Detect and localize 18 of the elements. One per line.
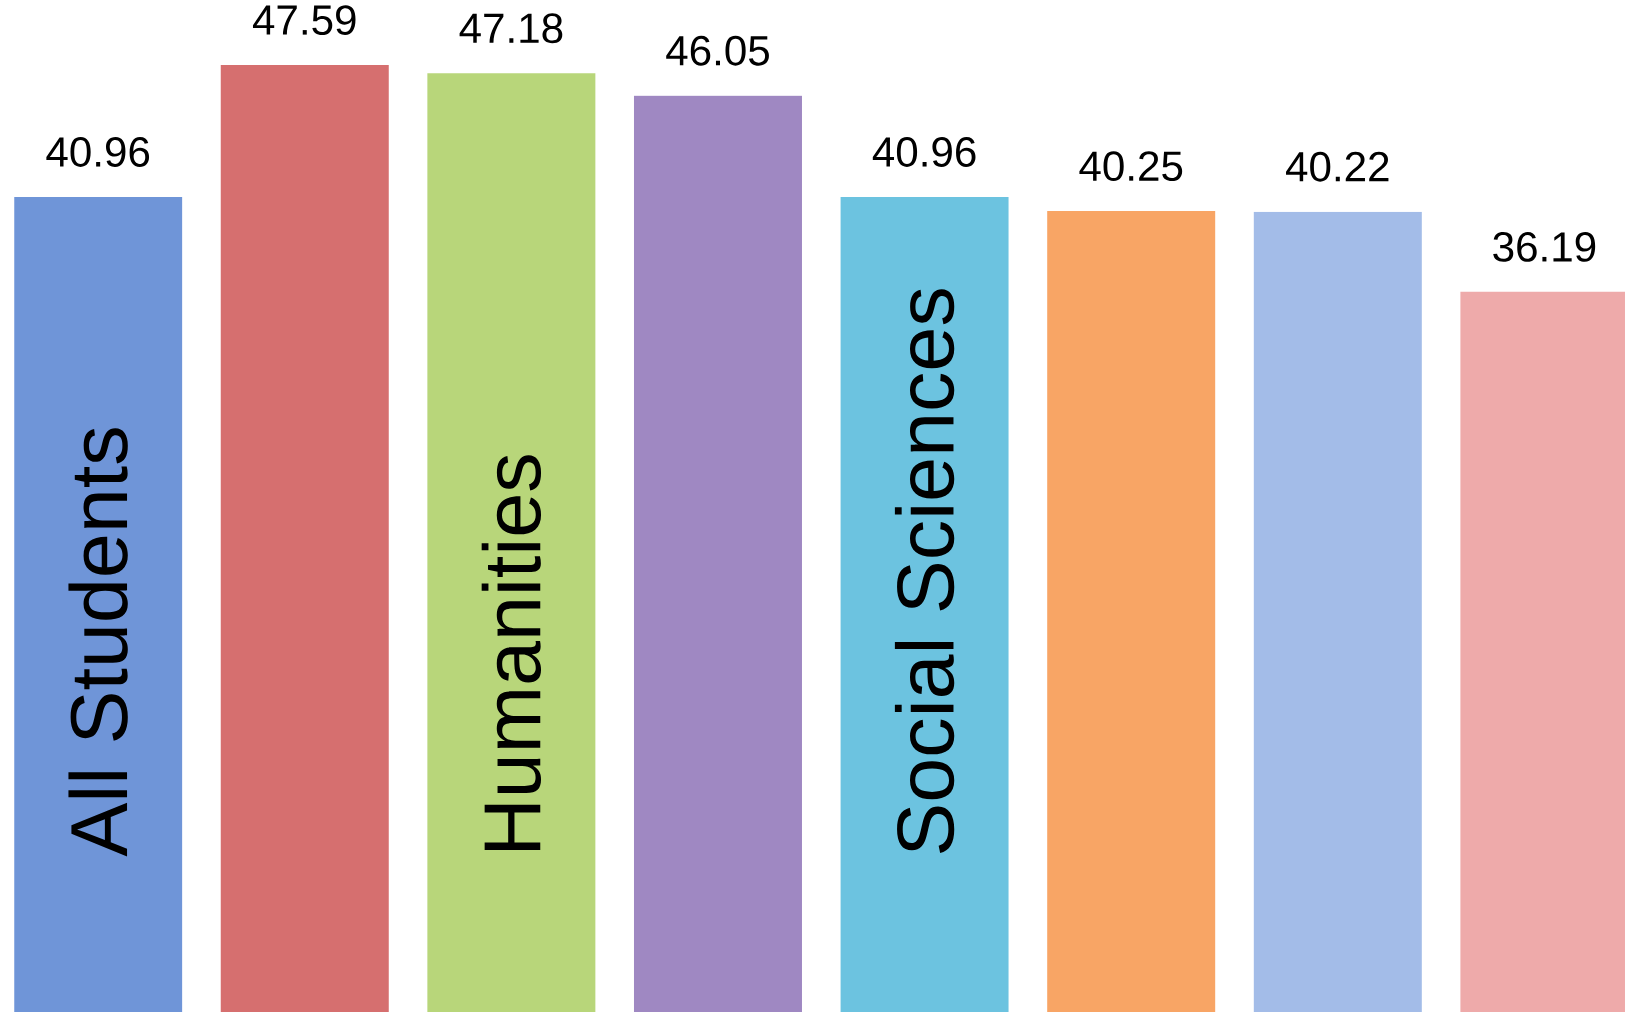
bar <box>1253 211 1422 1012</box>
data-label: 46.05 <box>666 35 769 66</box>
data-label: 47.18 <box>459 13 563 44</box>
bar <box>220 65 389 1012</box>
bar <box>840 196 1009 1012</box>
bar <box>14 196 183 1012</box>
data-label: 36.19 <box>1493 232 1596 262</box>
data-label: 40.22 <box>1286 151 1389 182</box>
data-label: 47.59 <box>252 5 356 35</box>
x-tick-label: All Students <box>68 428 128 857</box>
bar <box>1047 211 1216 1012</box>
data-label: 40.96 <box>872 137 976 167</box>
x-tick-label: Social Sciences <box>894 289 955 853</box>
x-tick-label: Humanities <box>481 455 542 851</box>
data-label: 40.25 <box>1079 151 1183 182</box>
bar <box>427 73 596 1012</box>
bar <box>633 95 802 1012</box>
data-label: 40.96 <box>46 137 150 167</box>
